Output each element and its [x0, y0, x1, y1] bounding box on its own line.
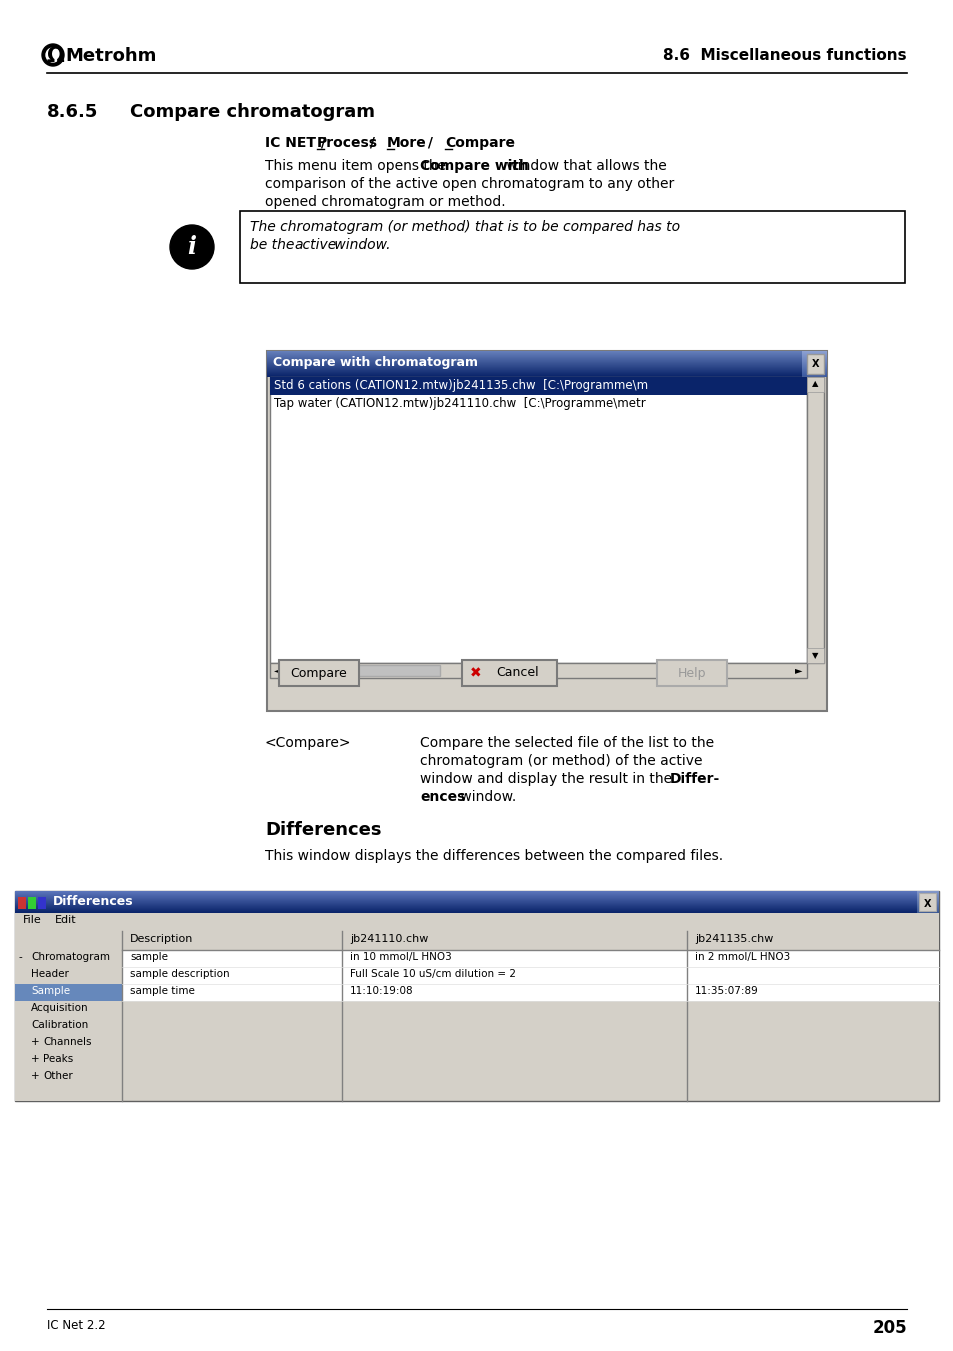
Text: -: -	[19, 952, 23, 962]
Text: This window displays the differences between the compared files.: This window displays the differences bet…	[265, 848, 722, 863]
Text: Tap water (CATION12.mtw)jb241110.chw  [C:\Programme\metr: Tap water (CATION12.mtw)jb241110.chw [C:…	[274, 397, 645, 409]
Text: Differences: Differences	[265, 821, 381, 839]
Bar	[270, 377, 806, 394]
Text: be the: be the	[250, 238, 298, 253]
Text: +: +	[30, 1071, 40, 1081]
Bar	[15, 984, 122, 1001]
Text: Description: Description	[130, 934, 193, 944]
Text: Differences: Differences	[53, 894, 133, 908]
Text: window and display the result in the: window and display the result in the	[419, 771, 676, 786]
Text: window.: window.	[330, 238, 390, 253]
Bar	[461, 661, 557, 686]
Text: Process: Process	[316, 136, 377, 150]
Text: <Compare>: <Compare>	[265, 736, 351, 750]
Bar	[15, 931, 122, 1101]
Bar	[15, 892, 938, 1101]
Text: IC Net 2.2: IC Net 2.2	[47, 1319, 106, 1332]
Text: Compare with: Compare with	[419, 159, 528, 173]
Text: 11:10:19:08: 11:10:19:08	[350, 986, 414, 996]
Text: This menu item opens the: This menu item opens the	[265, 159, 450, 173]
Bar	[267, 351, 826, 711]
Text: sample: sample	[130, 952, 168, 962]
Bar	[657, 661, 726, 686]
Bar	[15, 913, 938, 931]
Circle shape	[46, 49, 60, 62]
Bar	[38, 897, 46, 909]
Text: Ω: Ω	[47, 46, 65, 66]
Text: X: X	[923, 898, 931, 909]
Bar	[806, 354, 823, 374]
Text: 11:35:07:89: 11:35:07:89	[695, 986, 758, 996]
Bar	[240, 211, 904, 282]
Bar	[290, 665, 439, 676]
Text: jb241135.chw: jb241135.chw	[695, 934, 773, 944]
Text: active: active	[294, 238, 335, 253]
Circle shape	[42, 45, 64, 66]
Bar	[122, 950, 938, 967]
Text: comparison of the active open chromatogram to any other: comparison of the active open chromatogr…	[265, 177, 674, 190]
Text: sample time: sample time	[130, 986, 194, 996]
Bar	[122, 931, 938, 950]
Text: opened chromatogram or method.: opened chromatogram or method.	[265, 195, 505, 209]
Bar	[122, 967, 938, 984]
Text: Sample: Sample	[30, 986, 71, 996]
Text: Calibration: Calibration	[30, 1020, 89, 1029]
Text: chromatogram (or method) of the active: chromatogram (or method) of the active	[419, 754, 701, 767]
Text: /: /	[422, 136, 437, 150]
Text: ences: ences	[419, 790, 465, 804]
Circle shape	[170, 226, 213, 269]
Text: Cancel: Cancel	[496, 666, 538, 680]
Text: sample description: sample description	[130, 969, 230, 979]
Bar	[270, 663, 806, 678]
Text: Help: Help	[677, 666, 705, 680]
Bar	[918, 893, 935, 911]
Text: Channels: Channels	[43, 1038, 91, 1047]
Text: Compare the selected file of the list to the: Compare the selected file of the list to…	[419, 736, 714, 750]
Text: Full Scale 10 uS/cm dilution = 2: Full Scale 10 uS/cm dilution = 2	[350, 969, 516, 979]
Bar	[806, 377, 823, 663]
Text: IC NET /: IC NET /	[265, 136, 331, 150]
Text: ✖: ✖	[470, 666, 481, 680]
Text: Chromatogram: Chromatogram	[30, 952, 110, 962]
Text: Edit: Edit	[55, 915, 76, 925]
Text: More: More	[387, 136, 426, 150]
Bar	[122, 984, 938, 1001]
Text: 8.6  Miscellaneous functions: 8.6 Miscellaneous functions	[662, 49, 906, 63]
Text: Compare: Compare	[291, 666, 347, 680]
Bar	[806, 377, 823, 392]
Text: File: File	[23, 915, 42, 925]
Text: 8.6.5: 8.6.5	[47, 103, 98, 122]
Bar	[806, 648, 823, 663]
Text: i: i	[188, 235, 196, 259]
Bar	[18, 897, 26, 909]
Text: 205: 205	[871, 1319, 906, 1337]
Text: Acquisition: Acquisition	[30, 1002, 89, 1013]
Bar	[28, 897, 36, 909]
Text: ▼: ▼	[811, 651, 818, 661]
Text: +: +	[30, 1054, 40, 1065]
Bar	[270, 377, 806, 663]
Text: Compare chromatogram: Compare chromatogram	[130, 103, 375, 122]
Text: in 2 mmol/L HNO3: in 2 mmol/L HNO3	[695, 952, 789, 962]
Text: Metrohm: Metrohm	[65, 47, 156, 65]
Text: ▲: ▲	[811, 380, 818, 389]
Text: Compare with chromatogram: Compare with chromatogram	[273, 357, 477, 369]
Text: X: X	[811, 359, 819, 369]
Text: window that allows the: window that allows the	[501, 159, 666, 173]
Text: Compare: Compare	[444, 136, 515, 150]
Text: Other: Other	[43, 1071, 72, 1081]
Text: in 10 mmol/L HNO3: in 10 mmol/L HNO3	[350, 952, 452, 962]
Text: /: /	[365, 136, 379, 150]
Text: Peaks: Peaks	[43, 1054, 73, 1065]
Text: ►: ►	[795, 666, 801, 676]
Bar	[278, 661, 358, 686]
Text: jb241110.chw: jb241110.chw	[350, 934, 428, 944]
Text: Differ-: Differ-	[669, 771, 720, 786]
Text: Std 6 cations (CATION12.mtw)jb241135.chw  [C:\Programme\m: Std 6 cations (CATION12.mtw)jb241135.chw…	[274, 380, 647, 392]
Text: window.: window.	[456, 790, 516, 804]
Text: +: +	[30, 1038, 40, 1047]
Text: The chromatogram (or method) that is to be compared has to: The chromatogram (or method) that is to …	[250, 220, 679, 234]
Text: ◄: ◄	[274, 666, 281, 676]
Text: Header: Header	[30, 969, 69, 979]
